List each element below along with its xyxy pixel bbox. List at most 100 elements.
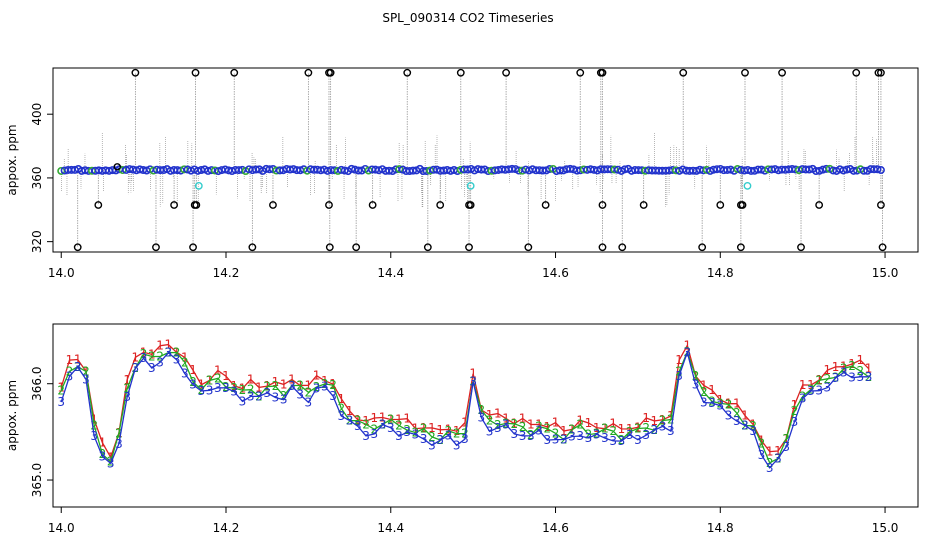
outlier-point xyxy=(877,68,885,77)
series-marker-3: 3 xyxy=(502,418,510,432)
bottom-x-tick-label: 14.0 xyxy=(48,521,75,535)
series-marker-3: 3 xyxy=(165,346,173,360)
series-marker-1: 1 xyxy=(535,417,543,431)
series-marker-1: 1 xyxy=(618,422,626,436)
series-marker-1: 1 xyxy=(305,378,313,392)
series-marker-3: 3 xyxy=(140,351,148,365)
series-marker-1: 1 xyxy=(222,369,230,383)
bottom-y-axis-label: appox. ppm xyxy=(5,380,19,451)
series-marker-1: 1 xyxy=(90,413,98,427)
outlier-point xyxy=(192,201,201,209)
outlier-point xyxy=(189,243,197,252)
series-marker-3: 3 xyxy=(313,381,321,395)
series-marker-2: 2 xyxy=(848,359,856,373)
series-marker-3: 3 xyxy=(642,428,650,442)
series-marker-1: 1 xyxy=(741,409,749,423)
outlier-point xyxy=(815,201,824,209)
outlier-point xyxy=(598,201,607,209)
series-marker-3: 3 xyxy=(494,421,502,435)
series-marker-2: 2 xyxy=(626,425,634,439)
series-marker-2: 2 xyxy=(857,364,865,378)
series-marker-1: 1 xyxy=(403,412,411,426)
series-marker-1: 1 xyxy=(230,379,238,393)
series-marker-3: 3 xyxy=(445,428,453,442)
series-marker-2: 2 xyxy=(57,383,65,397)
series-marker-2: 2 xyxy=(280,389,288,403)
series-marker-1: 1 xyxy=(66,353,74,367)
series-marker-1: 1 xyxy=(659,413,667,427)
series-marker-3: 3 xyxy=(741,419,749,433)
series-marker-1: 1 xyxy=(585,416,593,430)
outlier-points xyxy=(73,68,887,252)
series-marker-2: 2 xyxy=(708,394,716,408)
series-marker-2: 2 xyxy=(601,422,609,436)
baseline-point xyxy=(566,164,575,173)
series-marker-1: 1 xyxy=(247,372,255,386)
series-marker-1: 1 xyxy=(280,377,288,391)
top-y-tick-label: 400 xyxy=(30,103,44,126)
series-line-2 xyxy=(60,350,869,464)
outlier-point xyxy=(269,201,277,209)
series-marker-1: 1 xyxy=(543,420,551,434)
series-marker-1: 1 xyxy=(766,445,774,459)
series-marker-2: 2 xyxy=(576,418,584,432)
series-marker-1: 1 xyxy=(140,345,148,359)
series-marker-2: 2 xyxy=(99,447,107,461)
series-marker-2: 2 xyxy=(552,426,560,440)
baseline-series xyxy=(57,164,885,176)
series-marker-1: 1 xyxy=(675,353,683,367)
series-marker-2: 2 xyxy=(305,385,313,399)
flag-point xyxy=(194,181,203,190)
series-marker-1: 1 xyxy=(338,392,346,406)
series-marker-2: 2 xyxy=(824,372,832,386)
series-marker-2: 2 xyxy=(412,426,420,440)
outlier-point xyxy=(73,243,82,252)
series-marker-2: 2 xyxy=(609,424,617,438)
outlier-point xyxy=(113,163,121,171)
outlier-point xyxy=(852,68,861,77)
outlier-point xyxy=(598,243,607,252)
series-marker-3: 3 xyxy=(486,424,494,438)
series-marker-3: 3 xyxy=(692,378,700,392)
series-marker-3: 3 xyxy=(700,395,708,409)
outlier-point xyxy=(738,201,747,209)
series-marker-1: 1 xyxy=(346,404,354,418)
series-marker-3: 3 xyxy=(576,429,584,443)
series-marker-3: 3 xyxy=(387,421,395,435)
bottom-x-tick-label: 14.8 xyxy=(707,521,734,535)
series-marker-1: 1 xyxy=(436,423,444,437)
series-marker-1: 1 xyxy=(288,372,296,386)
series-marker-2: 2 xyxy=(445,424,453,438)
outlier-point xyxy=(191,68,200,77)
series-marker-3: 3 xyxy=(354,419,362,433)
series-marker-3: 3 xyxy=(338,409,346,423)
series-marker-1: 1 xyxy=(165,338,173,352)
series-marker-2: 2 xyxy=(486,413,494,427)
series-marker-3: 3 xyxy=(865,370,873,384)
series-marker-2: 2 xyxy=(362,417,370,431)
series-marker-1: 1 xyxy=(132,350,140,364)
outlier-point xyxy=(741,68,749,77)
series-marker-3: 3 xyxy=(733,414,741,428)
series-marker-1: 1 xyxy=(758,434,766,448)
series-marker-3: 3 xyxy=(626,428,634,442)
series-marker-3: 3 xyxy=(585,431,593,445)
series-marker-3: 3 xyxy=(280,393,288,407)
series-line-1 xyxy=(60,343,870,459)
series-marker-3: 3 xyxy=(57,395,65,409)
outlier-point xyxy=(248,243,257,252)
outlier-point xyxy=(152,243,160,252)
series-marker-2: 2 xyxy=(222,380,230,394)
series-marker-2: 2 xyxy=(387,412,395,426)
series-marker-3: 3 xyxy=(189,378,197,392)
series-marker-3: 3 xyxy=(807,384,815,398)
series-marker-1: 1 xyxy=(708,383,716,397)
series-marker-3: 3 xyxy=(230,385,238,399)
series-marker-2: 2 xyxy=(197,383,205,397)
series-marker-3: 3 xyxy=(403,425,411,439)
bottom-x-tick-label: 14.4 xyxy=(377,521,404,535)
series-marker-1: 1 xyxy=(733,397,741,411)
series-marker-2: 2 xyxy=(181,355,189,369)
series-marker-3: 3 xyxy=(766,461,774,475)
